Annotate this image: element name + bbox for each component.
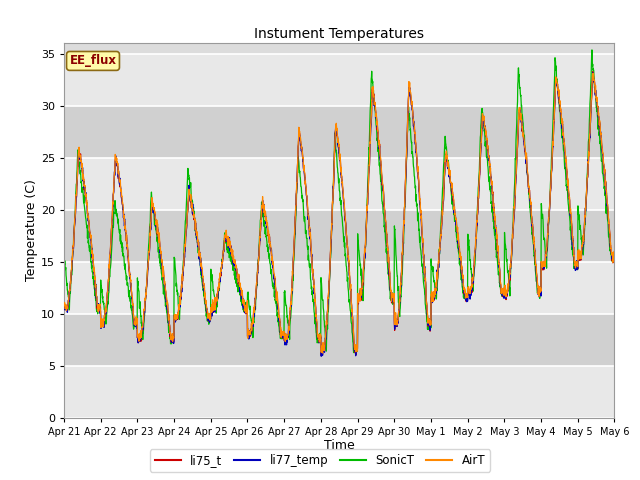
- Y-axis label: Temperature (C): Temperature (C): [25, 180, 38, 281]
- Bar: [64, 262, 614, 313]
- Bar: [64, 54, 614, 106]
- Bar: [64, 366, 614, 418]
- Legend: li75_t, li77_temp, SonicT, AirT: li75_t, li77_temp, SonicT, AirT: [150, 449, 490, 472]
- X-axis label: Time: Time: [324, 439, 355, 453]
- Text: EE_flux: EE_flux: [70, 54, 116, 67]
- Bar: [64, 157, 614, 210]
- Bar: [64, 210, 614, 262]
- Bar: [64, 313, 614, 366]
- Bar: [64, 106, 614, 157]
- Title: Instument Temperatures: Instument Temperatures: [254, 27, 424, 41]
